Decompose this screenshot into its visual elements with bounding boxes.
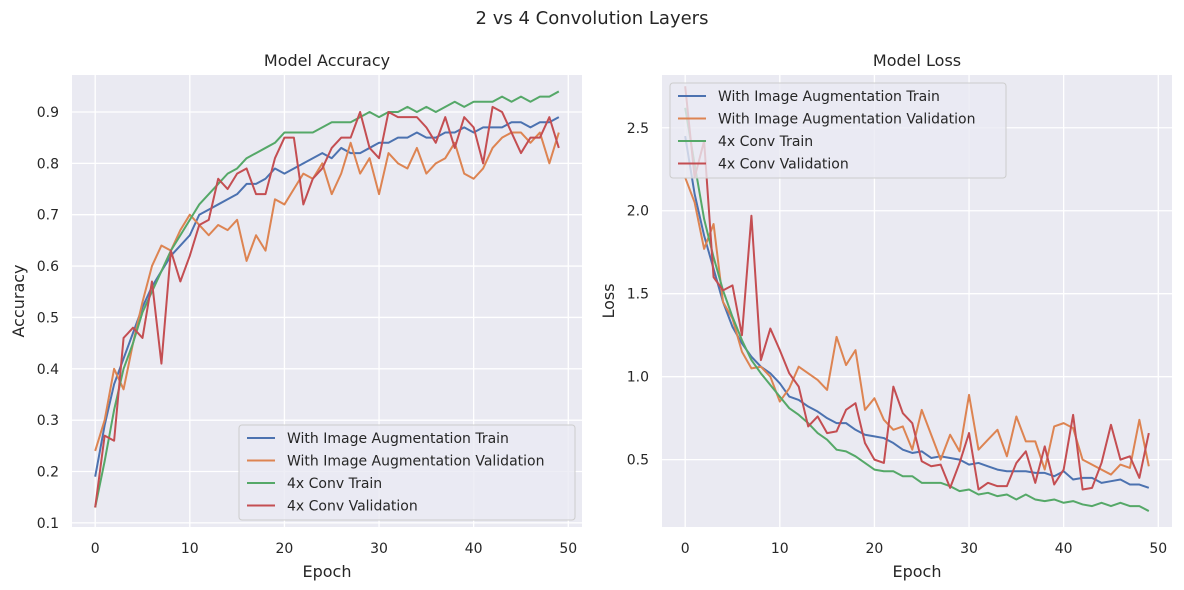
accuracy-legend-label-2: With Image Augmentation Validation <box>287 454 544 470</box>
loss-x-tick-label: 20 <box>866 541 884 557</box>
loss-x-tick-label: 0 <box>681 541 690 557</box>
accuracy-legend: With Image Augmentation Train With Image … <box>238 424 576 521</box>
loss-legend-box <box>669 82 1007 179</box>
loss-y-axis-label: Loss <box>599 283 618 318</box>
accuracy-y-tick-label: 0.7 <box>37 208 59 224</box>
loss-axes: 0 10 20 30 40 50 0.5 1.0 1.5 2.0 2.5 Model Loss Epoc… <box>599 51 1172 581</box>
loss-legend-label-3: 4x Conv Train <box>718 134 813 150</box>
accuracy-y-tick-label: 0.9 <box>37 105 59 121</box>
accuracy-y-axis-label: Accuracy <box>9 264 28 337</box>
accuracy-title: Model Accuracy <box>264 51 390 70</box>
loss-x-axis-label: Epoch <box>893 562 942 581</box>
loss-x-tick-label: 30 <box>960 541 978 557</box>
accuracy-y-tick-label: 0.8 <box>37 156 59 172</box>
accuracy-y-tick-label: 0.2 <box>37 465 59 481</box>
loss-x-tick-label: 10 <box>771 541 789 557</box>
accuracy-legend-label-3: 4x Conv Train <box>287 476 382 492</box>
accuracy-legend-box <box>238 424 576 521</box>
accuracy-axes: 0 10 20 30 40 50 0.1 0.2 0.3 0.4 0.5 0.6 0.7 0.8 0.9 Mo… <box>9 51 582 581</box>
loss-y-tick-label: 1.5 <box>627 287 649 303</box>
accuracy-legend-label-4: 4x Conv Validation <box>287 499 418 515</box>
loss-y-tick-label: 2.0 <box>627 204 649 220</box>
accuracy-legend-label-1: With Image Augmentation Train <box>287 431 509 447</box>
loss-title: Model Loss <box>873 51 961 70</box>
accuracy-x-tick-label: 40 <box>465 541 483 557</box>
accuracy-y-tick-label: 0.5 <box>37 310 59 326</box>
loss-y-tick-label: 2.5 <box>627 121 649 137</box>
accuracy-y-tick-label: 0.4 <box>37 362 59 378</box>
loss-x-tick-label: 50 <box>1149 541 1167 557</box>
accuracy-y-tick-label: 0.1 <box>37 516 59 532</box>
accuracy-x-axis-label: Epoch <box>303 562 352 581</box>
loss-y-tick-label: 0.5 <box>627 453 649 469</box>
accuracy-x-tick-label: 50 <box>559 541 577 557</box>
loss-legend: With Image Augmentation Train With Image … <box>669 82 1007 179</box>
accuracy-x-tick-label: 20 <box>276 541 294 557</box>
loss-series-line-4 <box>684 86 1150 491</box>
accuracy-series-line-4 <box>94 105 560 508</box>
loss-legend-label-1: With Image Augmentation Train <box>718 89 940 105</box>
accuracy-x-tick-label: 10 <box>181 541 199 557</box>
loss-x-tick-label: 40 <box>1055 541 1073 557</box>
accuracy-x-tick-label: 30 <box>370 541 388 557</box>
accuracy-series-line-3 <box>94 90 560 508</box>
accuracy-y-tick-label: 0.3 <box>37 413 59 429</box>
loss-legend-label-4: 4x Conv Validation <box>718 157 849 173</box>
accuracy-y-tick-label: 0.6 <box>37 259 59 275</box>
accuracy-x-tick-label: 0 <box>91 541 100 557</box>
loss-series-line-3 <box>684 107 1150 512</box>
figure-suptitle: 2 vs 4 Convolution Layers <box>476 8 709 29</box>
loss-legend-label-2: With Image Augmentation Validation <box>718 112 975 128</box>
loss-y-tick-label: 1.0 <box>627 370 649 386</box>
